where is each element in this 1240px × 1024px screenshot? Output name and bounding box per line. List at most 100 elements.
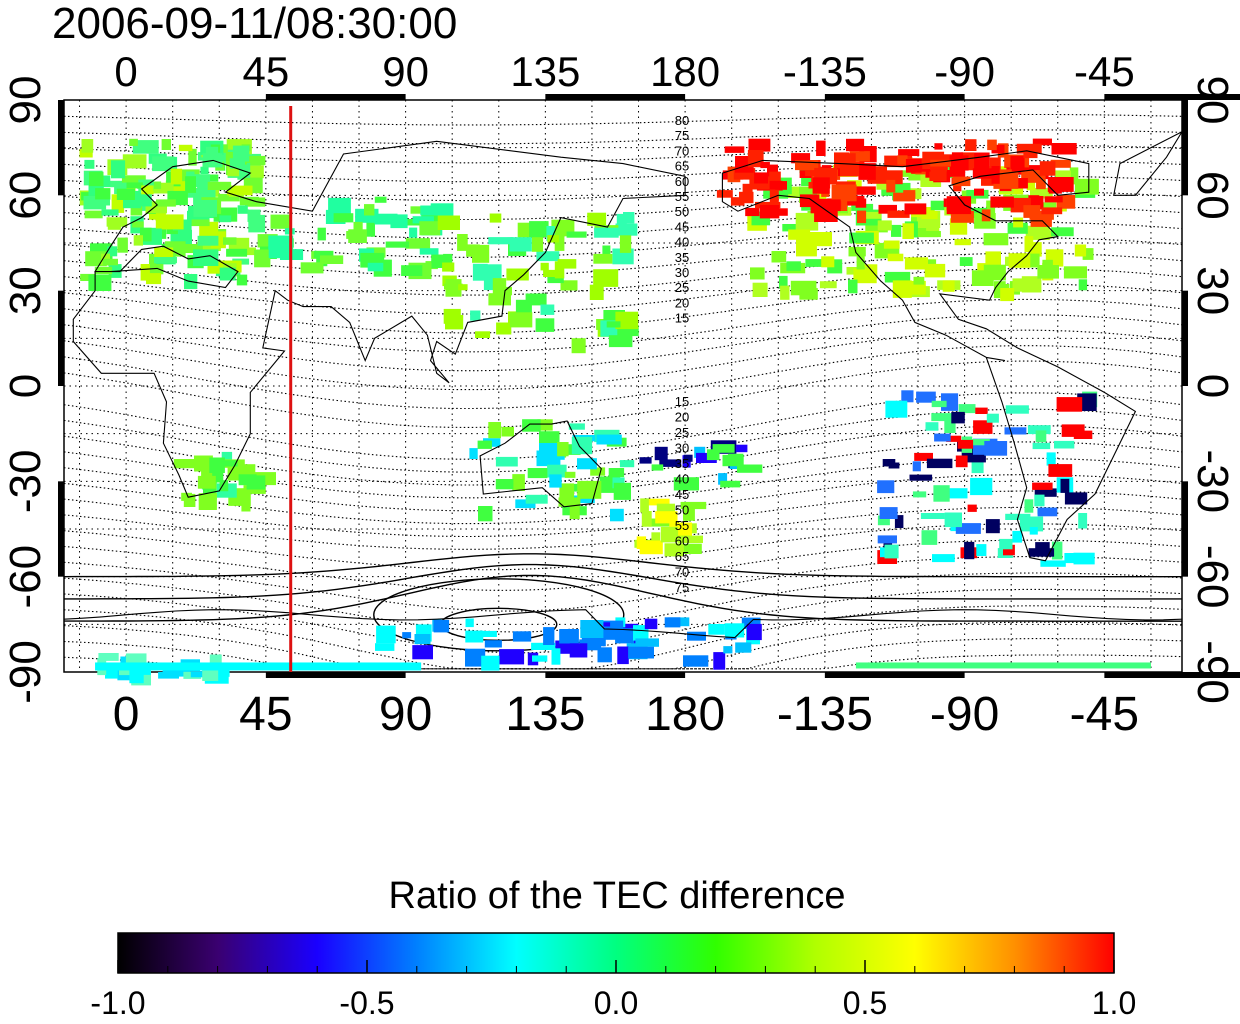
tec-patch bbox=[385, 241, 410, 248]
tec-patch bbox=[682, 543, 702, 554]
contour-label-north: 65 bbox=[675, 159, 689, 174]
tec-patch bbox=[300, 262, 324, 274]
tec-patch bbox=[522, 419, 541, 432]
tec-patch bbox=[1054, 440, 1075, 449]
south-oval-outer bbox=[373, 578, 625, 652]
tec-patch bbox=[161, 139, 171, 150]
mag-contour bbox=[63, 638, 1183, 670]
top-lon-tick-label: 90 bbox=[382, 48, 429, 95]
tec-patch bbox=[580, 620, 604, 638]
tec-patch bbox=[615, 311, 639, 330]
tec-patch bbox=[442, 262, 455, 272]
tec-patch bbox=[402, 632, 412, 639]
tec-patch bbox=[944, 416, 956, 433]
contour-label-north: 70 bbox=[675, 143, 689, 158]
mag-contour bbox=[63, 539, 1183, 591]
contour-label-north: 60 bbox=[675, 174, 689, 189]
tec-patch bbox=[775, 181, 787, 190]
tec-patch bbox=[600, 626, 620, 640]
tec-patch bbox=[788, 229, 811, 240]
tec-patch bbox=[1044, 196, 1063, 203]
mag-contour bbox=[63, 345, 1183, 410]
tec-patch bbox=[111, 160, 126, 179]
tec-patch bbox=[1040, 560, 1066, 567]
tec-patch bbox=[218, 193, 240, 202]
tec-patch bbox=[509, 237, 532, 252]
frame-bar-bottom bbox=[265, 672, 406, 678]
tec-patch bbox=[678, 535, 703, 543]
tec-patch bbox=[482, 630, 497, 637]
tec-patch bbox=[501, 426, 514, 437]
mag-contour bbox=[63, 408, 1183, 473]
tec-patch bbox=[1005, 405, 1029, 414]
tec-patch bbox=[930, 200, 948, 211]
tec-patch bbox=[933, 485, 950, 502]
tec-patch bbox=[472, 244, 490, 263]
tec-patch bbox=[554, 234, 565, 251]
coastline bbox=[1113, 130, 1184, 196]
tec-patch bbox=[1050, 159, 1071, 168]
tec-patch bbox=[943, 488, 968, 499]
tec-patch bbox=[655, 511, 678, 524]
tec-patch bbox=[254, 249, 271, 268]
tec-patch bbox=[921, 211, 938, 220]
tec-patch bbox=[558, 497, 581, 507]
tec-patch bbox=[535, 318, 555, 332]
tec-patch bbox=[488, 293, 511, 306]
tec-patch bbox=[786, 261, 801, 271]
tec-patch bbox=[101, 209, 119, 216]
tec-patch bbox=[1013, 217, 1024, 228]
tec-patch bbox=[931, 400, 947, 408]
contour-label-north: 75 bbox=[675, 128, 689, 143]
tec-patch bbox=[496, 322, 512, 335]
tec-patch bbox=[951, 152, 964, 161]
tec-patch bbox=[162, 669, 177, 677]
tec-patch bbox=[914, 452, 933, 461]
tec-patch bbox=[146, 273, 162, 285]
tec-patch bbox=[207, 181, 232, 190]
tec-patch bbox=[779, 275, 788, 289]
tec-patch bbox=[884, 271, 911, 283]
tec-patch bbox=[237, 205, 248, 214]
tec-patch bbox=[1051, 143, 1077, 155]
tec-patch bbox=[122, 154, 147, 169]
tec-patch bbox=[857, 210, 867, 224]
contour-label-south: 15 bbox=[675, 394, 689, 409]
top-lon-tick-label: -90 bbox=[934, 48, 995, 95]
tec-patch bbox=[569, 495, 595, 504]
tec-patch bbox=[557, 442, 569, 457]
tec-patch bbox=[598, 620, 624, 629]
contour-label-south: 75 bbox=[675, 580, 689, 595]
tec-patch bbox=[101, 180, 126, 188]
tec-patch bbox=[1051, 541, 1063, 560]
tec-patch bbox=[1075, 178, 1099, 195]
tec-patch bbox=[178, 144, 193, 152]
tec-patch bbox=[1030, 211, 1052, 227]
tec-patch bbox=[898, 149, 920, 156]
tec-patch bbox=[660, 526, 679, 543]
tec-patch bbox=[240, 155, 266, 166]
contour-label-south: 70 bbox=[675, 565, 689, 580]
tec-patch bbox=[1060, 478, 1070, 493]
tec-patch bbox=[268, 248, 289, 259]
tec-patch bbox=[718, 473, 728, 485]
tec-patch bbox=[887, 253, 904, 262]
contour-label-south: 60 bbox=[675, 534, 689, 549]
tec-patch bbox=[443, 308, 461, 324]
tec-patch bbox=[950, 210, 974, 223]
tec-patch bbox=[1035, 430, 1047, 443]
tec-patch bbox=[1016, 143, 1042, 154]
tec-patch bbox=[608, 335, 633, 348]
tec-patch bbox=[724, 623, 745, 638]
tec-patch bbox=[200, 166, 209, 175]
tec-patch bbox=[1048, 464, 1073, 477]
tec-patch bbox=[619, 235, 632, 253]
tec-patch bbox=[594, 227, 619, 238]
tec-patch bbox=[589, 284, 604, 300]
top-lon-tick-label: -45 bbox=[1074, 48, 1135, 95]
tec-patch bbox=[536, 450, 561, 467]
top-lon-tick-label: 0 bbox=[114, 48, 137, 95]
left-latitude-ticks: 90 60 30 0 -30 -60 -90 bbox=[1, 76, 50, 704]
tec-patch bbox=[481, 655, 500, 671]
tec-patch bbox=[232, 145, 250, 162]
